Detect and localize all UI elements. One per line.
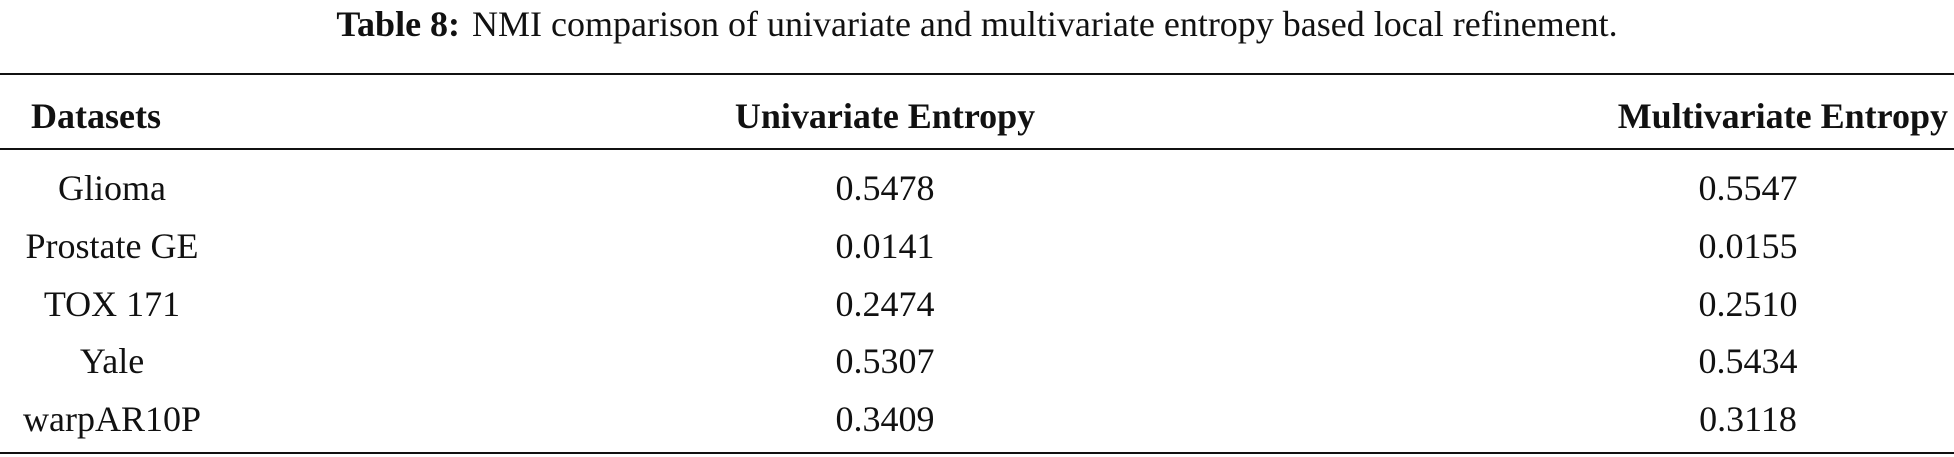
table-cell: 0.2510 bbox=[1698, 284, 1798, 324]
bottom-rule bbox=[0, 452, 1954, 454]
table-cell: 0.5307 bbox=[835, 341, 935, 381]
table-cell: 0.2474 bbox=[835, 284, 935, 324]
top-rule bbox=[0, 73, 1954, 75]
caption: Table 8: NMI comparison of univariate and… bbox=[0, 4, 1954, 44]
table-cell: 0.3118 bbox=[1699, 399, 1797, 439]
dataset-name: Glioma bbox=[58, 168, 166, 208]
table-cell: 0.0155 bbox=[1698, 226, 1798, 266]
dataset-name: Yale bbox=[79, 341, 145, 381]
dataset-name: TOX 171 bbox=[43, 284, 181, 324]
table-cell: 0.3409 bbox=[835, 399, 935, 439]
dataset-name: warpAR10P bbox=[23, 399, 201, 439]
table-cell: 0.5478 bbox=[835, 168, 935, 208]
table-cell: 0.0141 bbox=[835, 226, 935, 266]
table-cell: 0.5434 bbox=[1698, 341, 1798, 381]
dataset-name: Prostate GE bbox=[25, 226, 199, 266]
table-cell: 0.5547 bbox=[1698, 168, 1798, 208]
column-header: Multivariate Entropy bbox=[1617, 96, 1948, 136]
header-rule bbox=[0, 148, 1954, 150]
caption-text: NMI comparison of univariate and multiva… bbox=[472, 4, 1618, 44]
column-header: Datasets bbox=[31, 96, 161, 136]
caption-label: Table 8: bbox=[336, 4, 461, 44]
column-header: Univariate Entropy bbox=[734, 96, 1036, 136]
